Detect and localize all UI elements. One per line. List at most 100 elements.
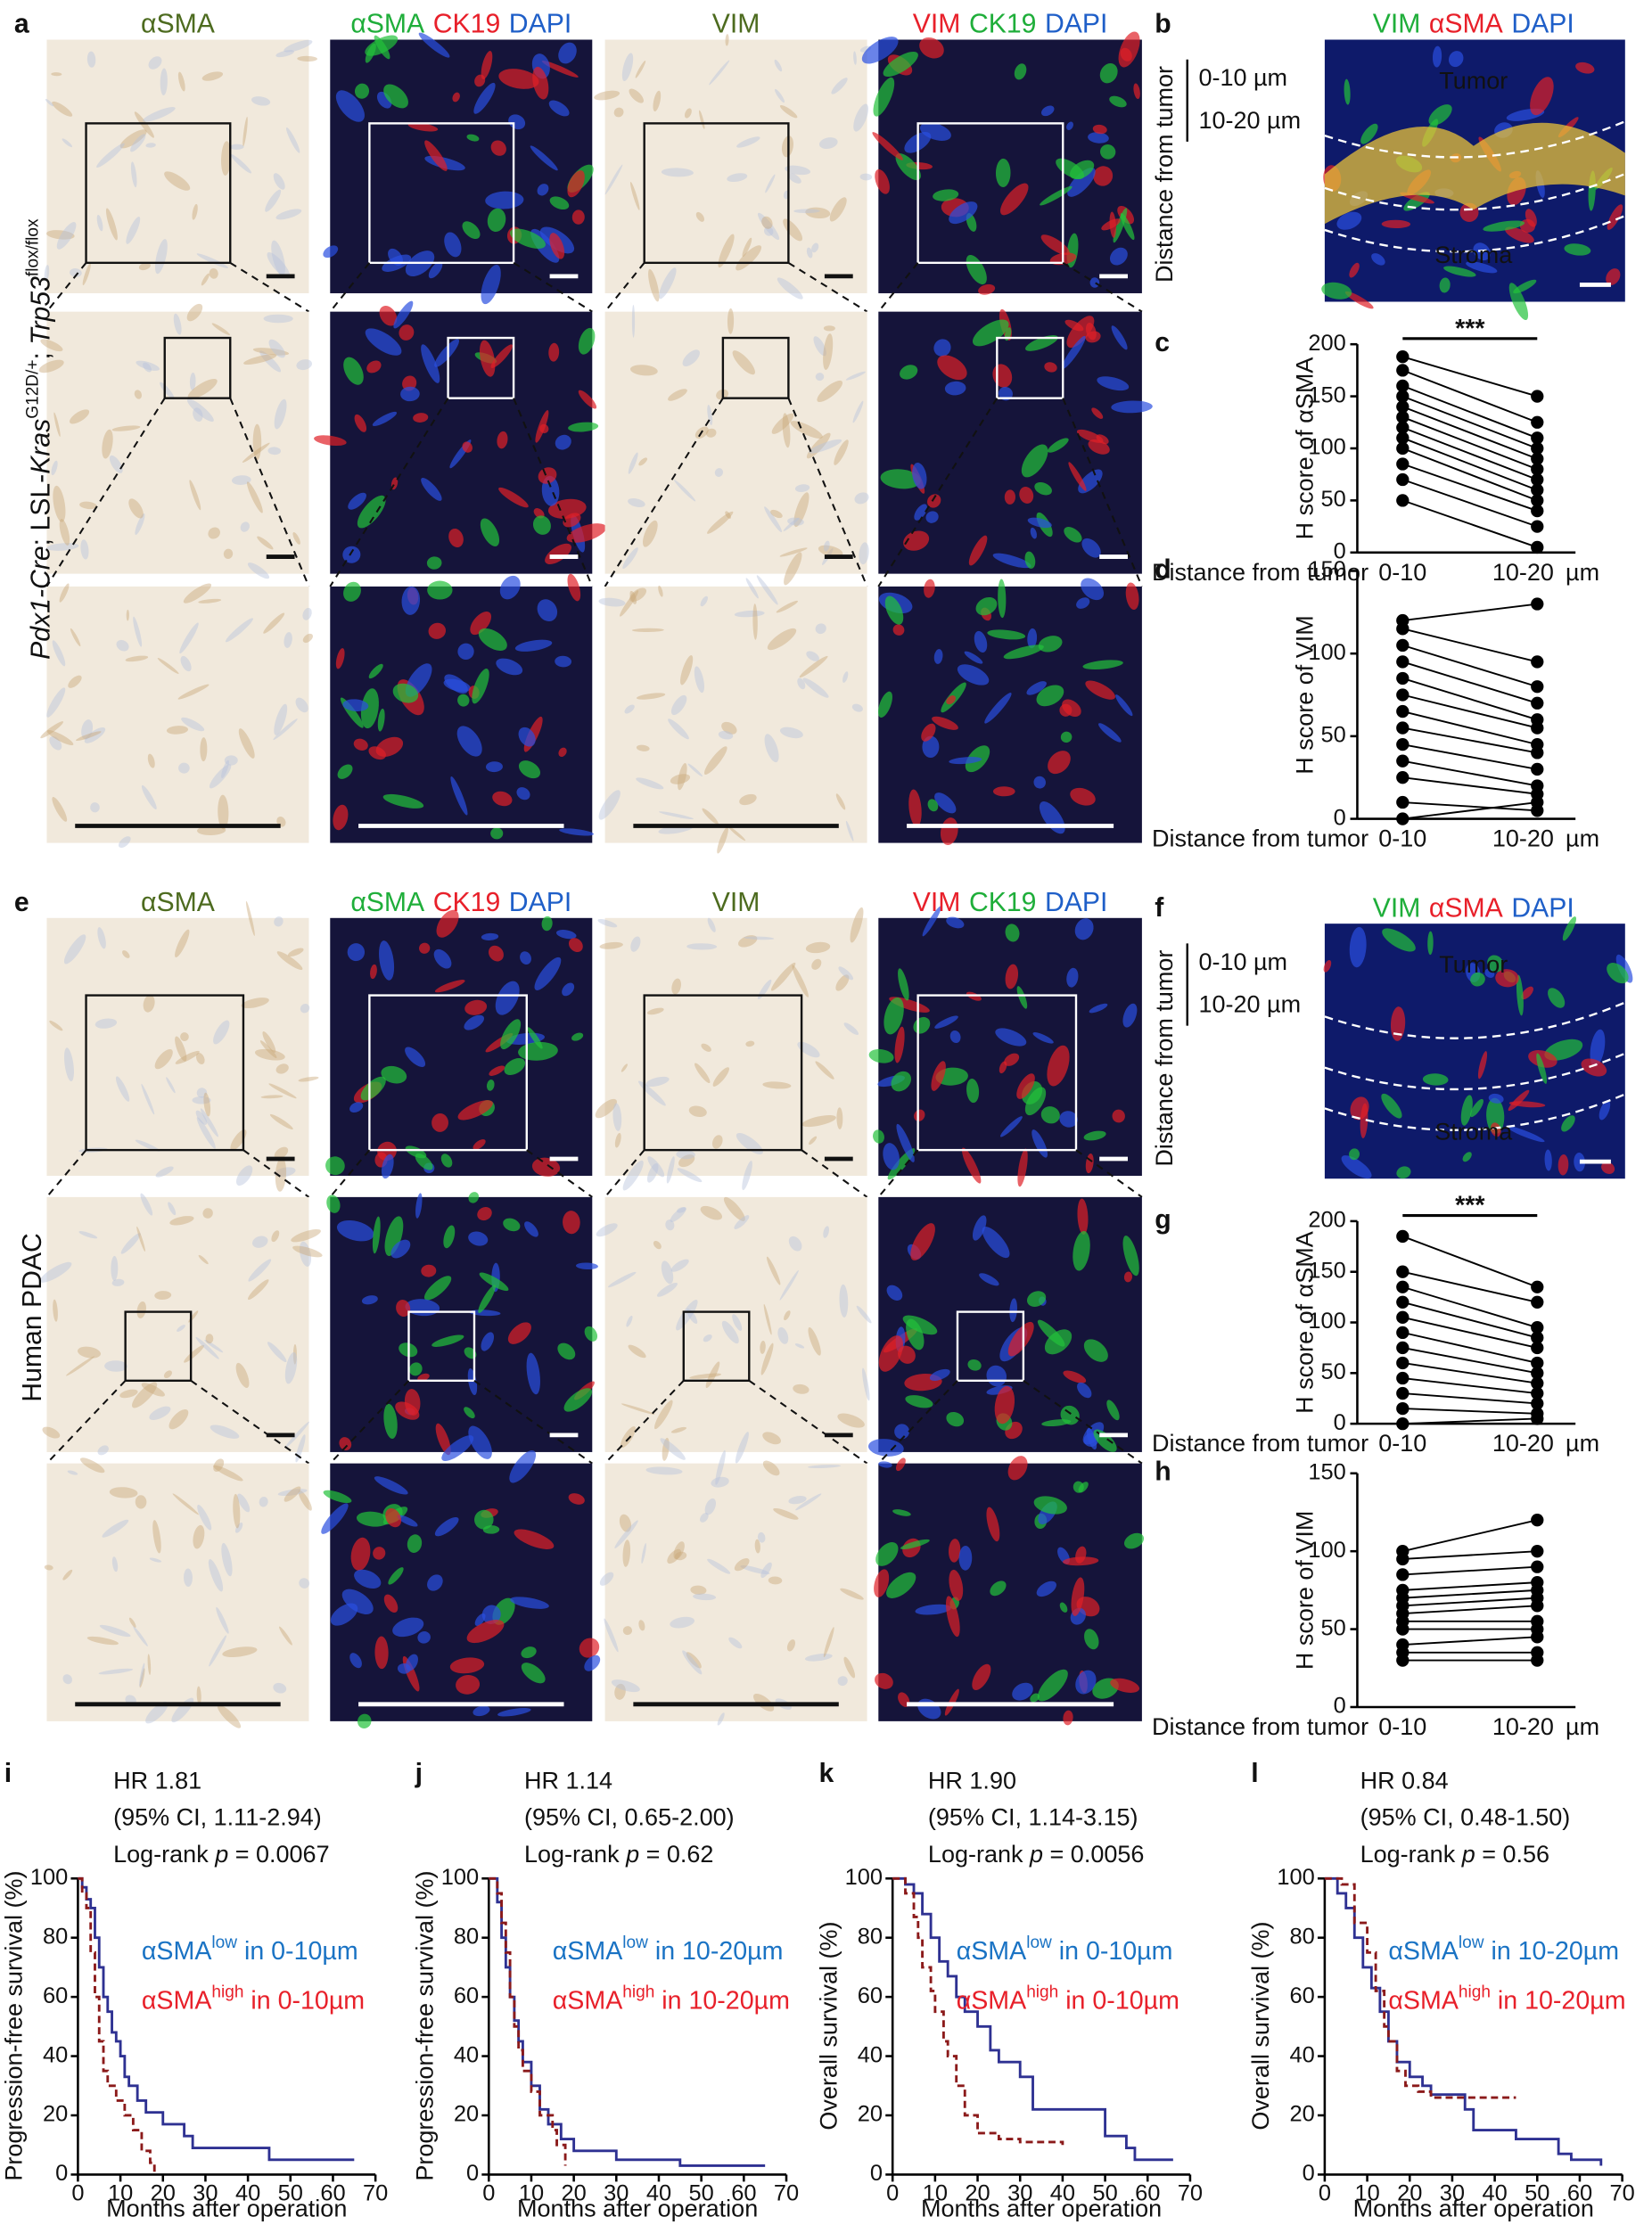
survival-curve [892,1876,1064,2146]
texture [251,96,271,106]
x-tick-label: 60 [320,2180,345,2205]
texture [1027,517,1052,529]
texture [972,319,1009,347]
x-tick-label: 70 [1178,2180,1203,2205]
texture [745,1040,755,1047]
texture [257,536,274,550]
row-label-part: Pdx1-Cre [27,546,56,660]
texture [339,1437,352,1451]
panel-header: VIM [712,10,760,39]
x-tick-label: 10-20 [1492,1430,1554,1457]
texture [776,600,799,613]
y-tick-label: 60 [43,1983,68,2008]
texture [944,381,966,396]
texture [1085,331,1101,343]
texture [433,948,452,969]
zoom-line [604,1380,685,1465]
pair-line [1401,416,1538,471]
texture [365,43,376,63]
texture [1123,1271,1133,1283]
texture [1097,723,1122,743]
texture [38,359,64,374]
texture [490,140,506,156]
x-tick-label: 10-20 [1492,559,1554,586]
texture [46,543,79,551]
header-word: αSMA [1429,10,1504,39]
panel-letter: j [415,1759,423,1788]
texture [742,237,752,258]
texture [119,836,131,849]
dot [1396,457,1410,471]
texture [1123,1532,1145,1549]
texture [1606,268,1621,285]
texture [208,1559,224,1592]
micrograph [604,586,867,843]
texture [604,1618,619,1653]
panel-letter: b [1155,10,1171,39]
texture [694,666,705,694]
texture [211,323,230,336]
annotation: (95% CI, 0.48-1.50) [1360,1804,1571,1831]
texture [354,1569,382,1589]
texture [1017,1148,1028,1187]
legend-part: low [1026,1933,1052,1951]
texture [979,1273,999,1286]
texture [1382,928,1416,952]
dot [1396,472,1410,487]
zoom-line [1075,1149,1143,1198]
texture [537,184,549,196]
legend-entry: αSMAhigh in 0-10µm [142,1983,365,2015]
texture [867,1439,904,1457]
texture [541,61,579,78]
texture [297,55,317,62]
texture [96,214,103,232]
texture [914,504,927,521]
texture [111,1278,125,1286]
texture [86,51,96,68]
texture [718,730,734,740]
texture [946,695,956,705]
texture [431,1334,464,1347]
dot [1396,622,1410,636]
texture [155,1166,174,1178]
texture [166,726,189,735]
texture [946,1411,965,1427]
texture [1506,1126,1545,1143]
texture [1014,63,1027,80]
texture [231,475,251,485]
texture [1487,955,1504,973]
texture [757,1531,766,1543]
zoom-line [1023,1379,1143,1465]
x-axis-title: Months after operation [517,2195,758,2221]
texture [302,607,312,620]
texture [658,811,694,820]
legend-part: in 0-10µm [1058,1986,1179,2015]
dot [1396,431,1410,445]
legend-part: αSMA [1388,1986,1459,2015]
texture [966,1078,980,1104]
texture [704,1498,717,1515]
texture [492,791,513,807]
texture [520,951,531,965]
texture [96,143,125,168]
texture [234,1522,243,1533]
texture [861,37,899,64]
texture [934,792,957,814]
texture [111,1556,119,1572]
texture [674,480,696,502]
texture [441,1435,474,1462]
texture [1005,924,1020,942]
texture [1089,277,1100,288]
texture [765,174,776,193]
survival-curve [78,1876,355,2162]
texture [653,90,662,111]
x-tick-label: 0-10 [1378,1713,1426,1740]
texture [1083,1339,1108,1362]
dot [1531,597,1544,611]
annotation-part: Log-rank [113,1841,215,1868]
texture [216,1606,229,1634]
x-tick-label: 50 [278,2180,303,2205]
texture [70,628,81,647]
texture [622,1539,631,1567]
texture [728,1637,743,1649]
